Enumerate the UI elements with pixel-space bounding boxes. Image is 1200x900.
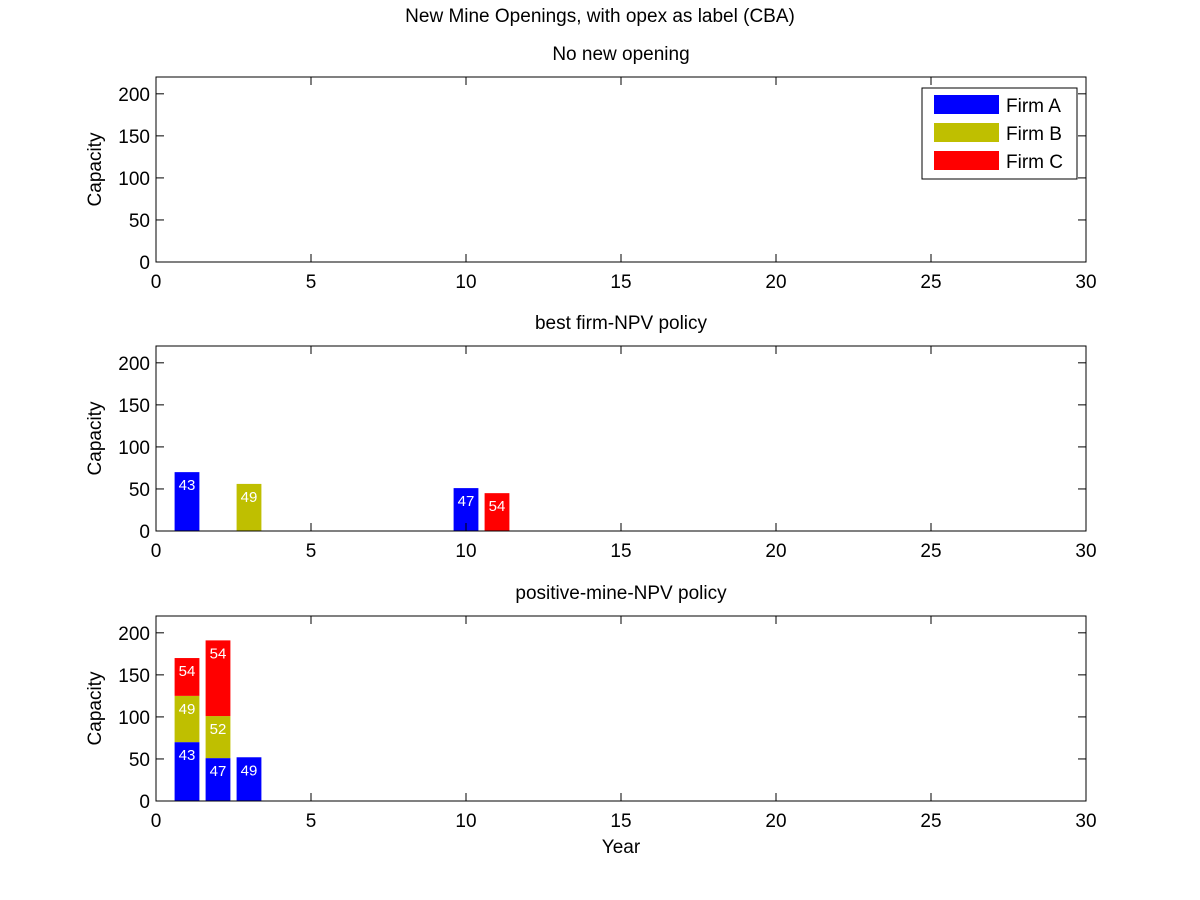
x-tick-label: 15 [610,541,631,562]
y-tick-label: 0 [139,253,150,274]
bar-firm-c [484,493,510,531]
y-tick-label: 100 [118,438,150,459]
x-tick-label: 5 [306,272,317,293]
x-tick-label: 30 [1075,272,1096,293]
figure-title: New Mine Openings, with opex as label (C… [405,6,795,27]
bar-data-label: 43 [179,747,196,764]
subplot-3: positive-mine-NPV policy 43 49 54 47 52 54 49 0 5… [85,583,1097,858]
x-tick-label: 10 [455,541,476,562]
subplot-2: best firm-NPV policy 43 49 47 54 0 5 10 15 20 25 30… [85,313,1097,562]
y-tick-label: 100 [118,169,150,190]
y-tick-label: 0 [139,522,150,543]
x-tick-label: 5 [306,541,317,562]
bar-firm-c [174,658,200,696]
y-tick-label: 200 [118,85,150,106]
y-tick-label: 50 [129,211,150,232]
y-tick-label: 150 [118,396,150,417]
y-tick-label: 0 [139,792,150,813]
bar-data-label: 54 [489,498,506,515]
bar-data-label: 49 [241,489,258,506]
subplot-1: No new opening 0 5 10 15 20 25 30 0 50 100 150 200 Ca… [85,44,1097,293]
y-axis-label: Capacity [85,401,106,475]
x-tick-label: 0 [151,541,162,562]
bar-data-label: 52 [210,721,227,738]
x-tick-label: 15 [610,272,631,293]
x-tick-label: 10 [455,811,476,832]
x-tick-label: 20 [765,811,786,832]
bar-data-label: 49 [179,701,196,718]
y-tick-label: 150 [118,666,150,687]
bar-firm-a [205,758,231,801]
axes-box [155,615,1087,802]
bar-data-label: 47 [458,493,475,510]
legend-swatch [934,151,999,170]
x-tick-label: 25 [920,541,941,562]
y-tick-label: 100 [118,708,150,729]
y-axis-label: Capacity [85,132,106,206]
y-tick-label: 200 [118,624,150,645]
x-tick-label: 25 [920,811,941,832]
bar-data-label: 54 [210,645,227,662]
x-axis-label: Year [602,837,641,858]
bar-data-label: 43 [179,477,196,494]
y-tick-label: 50 [129,480,150,501]
bar-data-label: 47 [210,763,227,780]
bar-firm-b [174,695,200,743]
y-tick-label: 200 [118,354,150,375]
x-tick-label: 0 [151,272,162,293]
bar-firm-b [205,716,231,759]
bar-firm-c [205,640,231,717]
x-tick-label: 15 [610,811,631,832]
x-tick-label: 25 [920,272,941,293]
x-tick-label: 30 [1075,541,1096,562]
legend-label: Firm B [1006,124,1062,145]
legend-swatch [934,95,999,114]
bar-data-label: 54 [179,663,196,680]
subplot-title: best firm-NPV policy [535,313,708,334]
x-tick-label: 10 [455,272,476,293]
x-tick-label: 5 [306,811,317,832]
bar-firm-a [174,472,200,531]
legend-label: Firm A [1006,96,1061,117]
subplot-title: positive-mine-NPV policy [515,583,727,604]
bar-firm-b [236,483,262,531]
bar-firm-a [174,742,200,801]
x-tick-label: 0 [151,811,162,832]
x-tick-label: 30 [1075,811,1096,832]
x-tick-label: 20 [765,272,786,293]
bar-firm-a [236,757,262,801]
legend-label: Firm C [1006,152,1063,173]
x-tick-label: 20 [765,541,786,562]
y-tick-label: 150 [118,127,150,148]
legend: Firm A Firm B Firm C [921,87,1078,180]
axes-box [155,345,1087,532]
bar-data-label: 49 [241,762,258,779]
subplot-title: No new opening [552,44,689,65]
y-axis-label: Capacity [85,671,106,745]
legend-swatch [934,123,999,142]
y-tick-label: 50 [129,750,150,771]
